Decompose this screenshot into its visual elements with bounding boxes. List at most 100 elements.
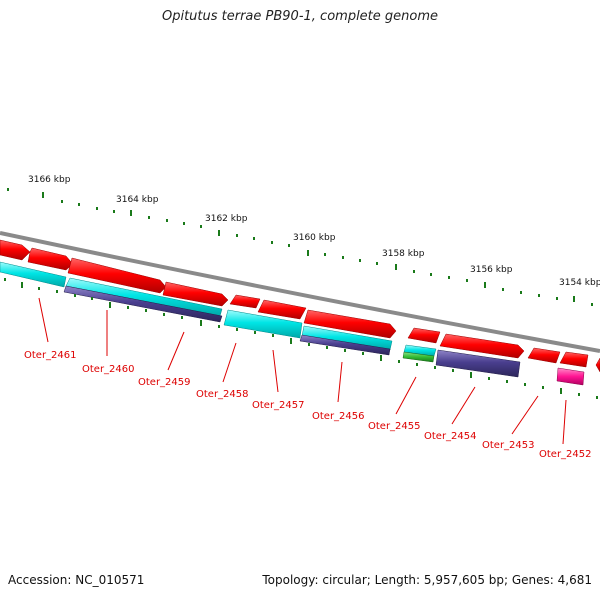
leader-line [451,386,476,425]
gene-label[interactable]: Oter_2453 [482,440,535,451]
inner-scale-ticks [4,278,598,399]
tick-mark [362,352,364,355]
tick-mark [308,343,310,346]
tick-mark [359,259,361,262]
tick-mark [596,396,598,399]
tick-mark [56,290,58,293]
tick-mark [236,328,238,331]
gene-arrow-forward[interactable] [559,351,589,368]
gene-label[interactable]: Oter_2454 [424,431,477,442]
gene-label[interactable]: Oter_2457 [252,400,305,411]
tick-mark [253,237,255,240]
feature-block[interactable] [435,349,521,378]
leader-line [167,331,185,371]
gene-arrow-forward[interactable] [303,309,397,339]
gene-arrow-forward[interactable] [439,333,525,359]
tick-mark [502,288,504,291]
tick-mark [524,383,526,386]
tick-mark [488,377,490,380]
leader-line [337,361,343,403]
tick-mark [484,282,486,288]
leader-line [562,399,567,445]
gene-label[interactable]: Oter_2459 [138,377,191,388]
tick-mark [42,192,44,198]
tick-mark [542,386,544,389]
scale-label: 3162 kbp [205,214,248,224]
tick-mark [395,264,397,270]
tick-mark [200,320,202,326]
tick-mark [560,388,562,394]
tick-mark [130,210,132,216]
gene-label[interactable]: Oter_2461 [24,350,77,361]
gene-arrow-forward[interactable] [67,257,167,294]
gene-label[interactable]: Oter_2452 [539,449,592,460]
tick-mark [7,188,9,191]
tick-mark [38,287,40,290]
gene-label[interactable]: Oter_2458 [196,389,249,400]
tick-mark [520,291,522,294]
feature-block[interactable] [63,285,223,323]
tick-mark [218,230,220,236]
forward-strand-genes [0,239,600,373]
feature-block[interactable] [556,367,585,386]
gene-arrow-forward[interactable] [527,347,561,364]
tick-mark [91,297,93,300]
gene-block-reverse[interactable] [0,261,67,288]
tick-mark [448,276,450,279]
scale-label: 3164 kbp [116,195,159,205]
tick-mark [113,210,115,213]
genome-summary-text: Topology: circular; Length: 5,957,605 bp… [262,573,592,587]
tick-mark [573,296,575,302]
gene-arrow-forward[interactable] [407,327,441,344]
tick-mark [506,380,508,383]
tick-mark [21,282,23,288]
tick-mark [148,216,150,219]
tick-mark [254,331,256,334]
tick-mark [61,200,63,203]
label-leader-lines [38,297,567,445]
tick-mark [538,294,540,297]
scale-labels: 3166 kbp 3164 kbp 3162 kbp 3160 kbp 3158… [28,175,600,288]
tick-mark [271,241,273,244]
gene-arrow-forward[interactable] [257,299,307,320]
tick-mark [434,366,436,369]
second-track-features [63,285,585,386]
tick-mark [380,355,382,361]
tick-mark [398,360,400,363]
gene-arrow-forward[interactable] [229,294,261,309]
tick-mark [591,303,593,306]
tick-mark [218,325,220,328]
tick-mark [163,313,165,316]
tick-mark [78,203,80,206]
tick-mark [376,262,378,265]
gene-block-reverse[interactable] [223,309,303,339]
gene-arrow-forward[interactable] [595,357,600,373]
tick-mark [470,372,472,378]
leader-line [272,349,279,393]
tick-mark [290,338,292,344]
gene-label[interactable]: Oter_2460 [82,364,135,375]
scale-label: 3158 kbp [382,249,425,259]
tick-mark [556,297,558,300]
tick-mark [307,250,309,256]
tick-mark [413,270,415,273]
scale-label: 3154 kbp [559,278,600,288]
tick-mark [127,306,129,309]
feature-block[interactable] [402,351,435,363]
scale-label: 3160 kbp [293,233,336,243]
tick-mark [272,334,274,337]
gene-arrow-forward[interactable] [162,281,229,307]
feature-block[interactable] [299,334,391,356]
tick-mark [452,369,454,372]
gene-arrow-forward[interactable] [27,247,74,271]
tick-mark [578,393,580,396]
leader-line [222,342,237,383]
leader-line [395,376,417,415]
tick-mark [430,273,432,276]
gene-label[interactable]: Oter_2456 [312,411,365,422]
gene-label[interactable]: Oter_2455 [368,421,421,432]
tick-mark [236,234,238,237]
gene-arrow-forward[interactable] [0,239,31,261]
tick-mark [200,225,202,228]
